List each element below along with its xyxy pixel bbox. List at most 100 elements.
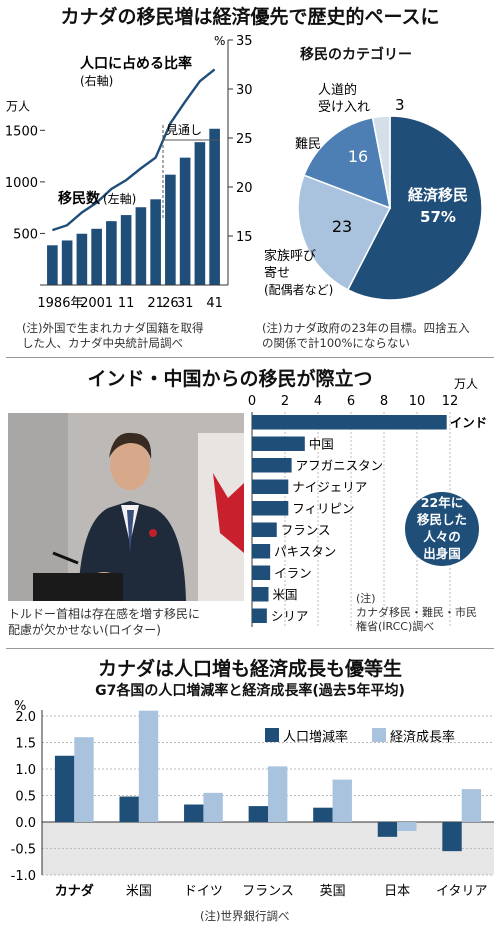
pie-slice-1 [297, 174, 392, 291]
g7-tick-label--0.5: -0.5 [11, 843, 36, 858]
g7-category-5: 日本 [384, 884, 410, 899]
line-label: 人口に占める比率 [80, 55, 192, 72]
g7-tick-label-0.5: 0.5 [15, 790, 36, 805]
bar-label: 移民数 [58, 190, 101, 207]
pie-title: 移民のカテゴリー [300, 47, 412, 63]
family-value: 23 [332, 217, 352, 236]
origin-bar-6 [252, 544, 271, 559]
right-tick-label-35: 35 [236, 34, 253, 49]
refugee-value: 16 [348, 147, 368, 166]
g7-tick-label-2: 2.0 [15, 710, 36, 725]
immigrant-bar-2026 [165, 174, 176, 285]
g7-category-4: 英国 [320, 884, 346, 899]
immigration-trend-chart: 500 1000 1500 万人 15 20 25 30 35% 見通し 人口に占める比率(右軸) 移… [5, 34, 253, 311]
badge-text-2: 人々の [423, 529, 461, 544]
g7-bar-6-0 [442, 822, 462, 852]
humanitarian-value: 3 [395, 96, 405, 114]
g7-bar-0-1 [74, 737, 94, 822]
middle-title: インド・中国からの移民が際立つ [87, 368, 373, 390]
g7-tick-label--1: -1.0 [11, 869, 36, 884]
divider-1 [6, 357, 494, 358]
pie-note: (注)カナダ政府の23年の目標。四捨五入 の関係で計100%にならない [262, 321, 470, 350]
origin-bar-1 [252, 436, 305, 451]
badge-text-3: 出身国 [423, 546, 461, 561]
bar-sub-label: (左軸) [103, 191, 136, 206]
g7-bar-5-1 [397, 822, 417, 832]
g7-bar-6-1 [461, 789, 482, 822]
g7-tick-label-1: 1.0 [15, 763, 36, 778]
origin-bar-8 [252, 587, 269, 602]
x-tick-label-5: 31 [177, 296, 194, 311]
g7-bar-1-0 [119, 796, 139, 822]
origin-label-0: インド [450, 415, 488, 430]
middle-note: (注) カナダ移民・難民・市民 権省(IRCC)調べ [356, 592, 477, 633]
g7-category-2: ドイツ [184, 884, 223, 899]
g7-bar-2-0 [184, 804, 204, 822]
pie-slice-0 [346, 115, 483, 301]
g7-unit: % [14, 699, 26, 714]
origin-bar-0 [252, 415, 447, 430]
h-tick-label-0: 0 [248, 394, 256, 409]
immigrant-bar-2021 [150, 199, 161, 285]
origin-label-9: シリア [271, 609, 309, 624]
origin-label-4: フィリピン [292, 501, 354, 516]
immigrant-bar-2016 [135, 207, 147, 285]
h-tick-label-6: 6 [347, 394, 355, 409]
g7-bar-0-0 [54, 755, 75, 822]
left-tick-label-500: 500 [13, 227, 38, 242]
trudeau-photo [8, 413, 244, 601]
right-tick-label-15: 15 [236, 230, 253, 245]
g7-tick-label-1.5: 1.5 [15, 737, 36, 752]
economic-label: 経済移民 [408, 186, 468, 204]
origin-label-2: アフガニスタン [296, 458, 384, 473]
right-tick-label-30: 30 [236, 83, 253, 98]
h-tick-label-10: 10 [409, 394, 426, 409]
origin-label-8: 米国 [273, 587, 298, 602]
humanitarian-label-2: 受け入れ [318, 100, 370, 115]
bottom-note: (注)世界銀行調べ [200, 909, 290, 923]
top-title: カナダの移民増は経済優先で歴史的ペースに [60, 6, 440, 28]
legend-label-0: 人口増減率 [283, 729, 348, 745]
divider-2 [6, 648, 494, 649]
g7-bar-2-1 [203, 792, 223, 822]
right-tick-label-20: 20 [236, 181, 253, 196]
g7-category-0: カナダ [55, 883, 94, 899]
g7-category-3: フランス [242, 884, 294, 899]
photo-caption: トルドー首相は存在感を増す移民に 配慮が欠かせない(ロイター) [8, 607, 201, 637]
g7-bar-5-0 [377, 822, 398, 837]
g7-tick-label-0: 0.0 [15, 816, 36, 831]
x-tick-label-1: 2001 [80, 296, 113, 311]
g7-bar-1-1 [138, 710, 159, 822]
top-note: (注)外国で生まれカナダ国籍を取得 した人、カナダ中央統計局調べ [22, 321, 204, 350]
g7-bar-4-0 [313, 807, 333, 822]
share-line [51, 68, 216, 232]
g7-category-6: イタリア [436, 884, 487, 899]
left-tick-label-1500: 1500 [5, 124, 38, 139]
left-tick-label-1000: 1000 [5, 176, 38, 191]
origin-bar-3 [252, 479, 289, 494]
humanitarian-label-1: 人道的 [318, 82, 357, 98]
h-tick-label-4: 4 [314, 394, 322, 409]
x-tick-label-0: 1986年 [37, 296, 83, 311]
immigrant-bar-2006 [106, 221, 117, 285]
h-tick-label-8: 8 [380, 394, 388, 409]
bottom-subtitle: G7各国の人口増減率と経済成長率(過去5年平均) [95, 683, 405, 699]
immigrant-bar-2011 [120, 215, 132, 285]
x-tick-label-3: 21 [147, 296, 164, 311]
immigrant-bar-2036 [194, 142, 206, 285]
badge-circle [405, 492, 479, 566]
x-tick-label-2: 11 [118, 296, 135, 311]
pie-slice-2 [303, 116, 391, 210]
legend-swatch-1 [372, 728, 386, 742]
line-sub-label: (右軸) [80, 73, 113, 88]
immigrant-bar-2041 [209, 128, 220, 285]
badge-text-0: 22年に [421, 495, 463, 510]
bottom-title: カナダは人口増も経済成長も優等生 [97, 658, 402, 680]
origin-label-3: ナイジェリア [292, 480, 367, 495]
immigrant-bar-1986 [47, 245, 58, 285]
origin-label-1: 中国 [309, 437, 334, 452]
left-unit: 万人 [6, 99, 30, 113]
h-tick-label-12: 12 [442, 394, 459, 409]
h-unit: 万人 [454, 377, 478, 391]
